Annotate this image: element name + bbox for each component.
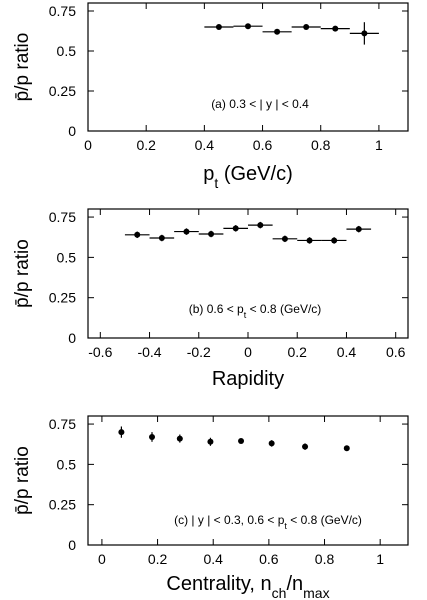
y-tick-label: 0: [68, 537, 76, 553]
data-point: [355, 226, 362, 233]
y-tick-label: 0.5: [57, 456, 77, 472]
panel-b: 0 0.25 0.5 0.75 -0.6 -0.4 -0.2 0 0.2 0.4 0.6 p̄/p r…: [12, 208, 409, 390]
panel-annotation: (c) | y | < 0.3, 0.6 < pt < 0.8 (GeV/c): [174, 513, 362, 531]
x-tick-label: 1: [376, 551, 384, 567]
x-tick-label: 0.4: [195, 137, 215, 153]
x-tick-label: 0: [98, 551, 106, 567]
x-tick-label: 0.2: [148, 551, 168, 567]
data-point: [331, 237, 338, 244]
data-point: [207, 438, 214, 445]
y-tick-label: 0.25: [49, 83, 76, 99]
y-axis-title: p̄/p ratio: [12, 33, 33, 102]
x-tick-label: 0.6: [259, 551, 279, 567]
data-point: [302, 443, 309, 450]
y-tick-label: 0: [68, 330, 76, 346]
data-point: [183, 228, 190, 235]
x-tick-label: 0: [84, 137, 92, 153]
x-axis-title-sub: ch: [272, 585, 287, 600]
data-point: [149, 433, 155, 440]
x-axis-title: Rapidity: [212, 368, 284, 390]
x-tick-label: 0: [244, 344, 252, 360]
plot-frame: [87, 2, 409, 132]
panel-a: 0 0.25 0.5 0.75 0 0.2 0.4 0.6 0.8 1 p̄/p ratio pt (…: [12, 2, 409, 191]
y-axis-title: p̄/p ratio: [12, 239, 33, 308]
y-tick-label: 0: [68, 123, 76, 139]
y-tick-label: 0.25: [49, 497, 76, 513]
y-axis-title: p̄/p ratio: [12, 446, 33, 515]
y-tick-label: 0.5: [57, 249, 77, 265]
x-tick-label: 0.6: [253, 137, 273, 153]
data-point: [303, 24, 310, 30]
panel-annotation: (a) 0.3 < | y | < 0.4: [211, 97, 309, 111]
data-point: [361, 30, 368, 37]
y-tick-label: 0.75: [49, 3, 76, 19]
x-tick-label: -0.6: [88, 344, 112, 360]
data-point: [134, 231, 141, 238]
y-tick-label: 0.25: [49, 290, 76, 306]
x-axis-title: pt (GeV/c): [203, 163, 292, 191]
data-point: [176, 435, 183, 442]
x-tick-label: 0.6: [386, 344, 406, 360]
x-tick-label: 0.8: [311, 137, 331, 153]
x-tick-label: 0.2: [287, 344, 307, 360]
data-point: [268, 440, 275, 447]
data-point: [281, 235, 288, 242]
x-tick-label: -0.4: [137, 344, 161, 360]
data-point: [343, 445, 350, 452]
data-point: [215, 24, 222, 30]
x-tick-label: 0.4: [337, 344, 357, 360]
x-axis-title: Centrality, nch/nmax: [166, 573, 329, 600]
data-point: [238, 437, 245, 444]
y-tick-label: 0.75: [49, 209, 76, 225]
x-tick-label: 1: [375, 137, 383, 153]
x-tick-label: 0.8: [315, 551, 335, 567]
data-point: [232, 225, 239, 232]
x-axis-title-sub: t: [214, 175, 218, 191]
panel-c: 0 0.25 0.5 0.75 0 0.2 0.4 0.6 0.8 1 p̄/p ratio Cent…: [12, 415, 409, 600]
plot-frame: [87, 415, 409, 546]
data-point: [158, 235, 165, 242]
data-point: [332, 25, 339, 32]
x-axis-title-sub2: max: [303, 585, 329, 600]
panel-annotation: (b) 0.6 < pt < 0.8 (GeV/c): [189, 302, 322, 320]
data-point: [245, 23, 251, 30]
y-tick-label: 0.75: [49, 416, 76, 432]
data-point: [274, 28, 281, 35]
y-tick-label: 0.5: [57, 43, 77, 59]
data-point: [208, 230, 215, 237]
x-tick-label: 0.2: [136, 137, 156, 153]
data-point: [257, 222, 264, 229]
data-point: [306, 237, 313, 244]
data-point: [118, 429, 125, 436]
x-tick-label: 0.4: [203, 551, 223, 567]
x-tick-label: -0.2: [187, 344, 211, 360]
